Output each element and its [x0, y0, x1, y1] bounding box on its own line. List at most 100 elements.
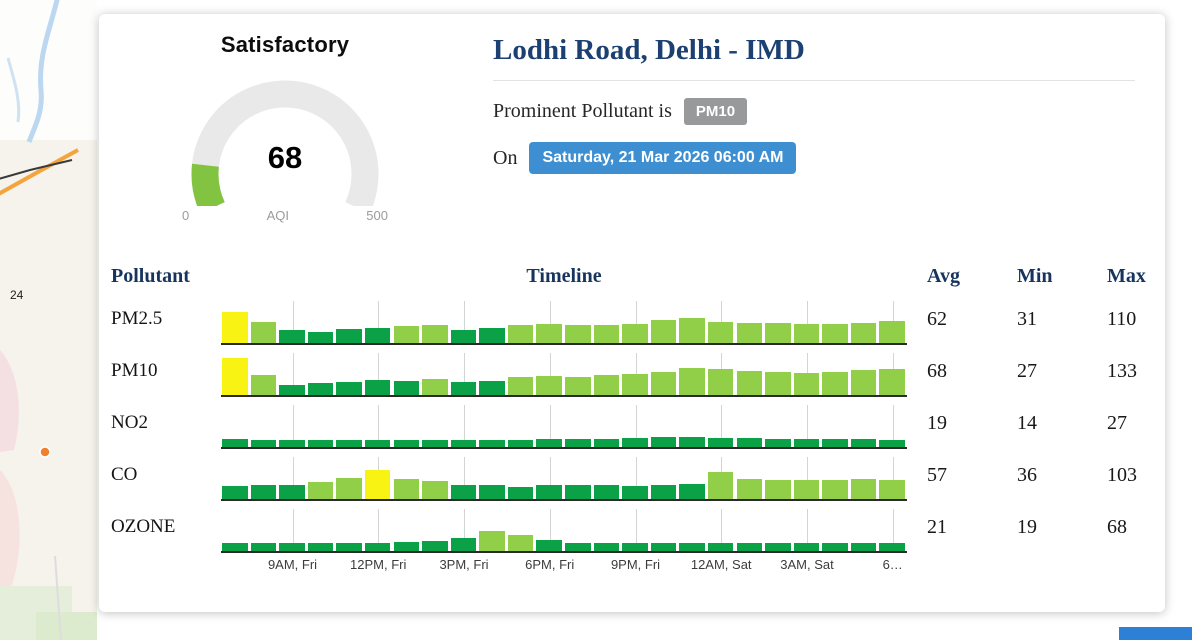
gridline: [807, 509, 808, 551]
bottom-right-blue-button-sliver[interactable]: [1119, 627, 1192, 640]
timeline-bar: [850, 479, 877, 499]
pollutant-row: CO 57 36 103: [111, 449, 1165, 501]
chart-baseline: [221, 343, 907, 345]
station-info-block: Lodhi Road, Delhi - IMD Prominent Pollut…: [493, 34, 1135, 223]
timeline-bar: [765, 542, 791, 551]
gridline: [292, 457, 294, 499]
timeline-bar: [765, 323, 791, 343]
timeline-bar: [593, 438, 620, 447]
timeline-bar: [279, 385, 305, 395]
header-pollutant: Pollutant: [111, 264, 190, 287]
timeline-bar: [650, 371, 677, 395]
timeline-bar: [850, 322, 877, 343]
gridline: [807, 301, 808, 343]
aqi-value: 68: [267, 140, 303, 175]
timeline-bar: [736, 322, 763, 343]
datetime-badge: Saturday, 21 Mar 2026 06:00 AM: [529, 142, 797, 174]
timeline-bar: [765, 479, 791, 499]
timeline-bar: [879, 543, 905, 551]
timeline-bar: [707, 471, 734, 499]
timeline-bar: [479, 440, 505, 447]
pollutant-row: OZONE 21 19 68: [111, 501, 1165, 553]
timeline-bar: [765, 438, 791, 447]
timeline-bar: [222, 358, 248, 395]
timeline-bar: [793, 543, 820, 551]
gridline: [635, 405, 637, 447]
aqi-station-card: Satisfactory 68 0 AQI 500 Lodhi Road, De…: [99, 14, 1165, 612]
gridline: [292, 405, 294, 447]
gridline: [892, 405, 894, 447]
timeline-bar: [336, 329, 362, 343]
timeline-bar: [822, 324, 848, 343]
timeline-bar: [707, 543, 734, 551]
timeline-bar: [536, 439, 562, 447]
timeline-bar: [222, 543, 248, 551]
axis-label: 12PM, Fri: [350, 557, 407, 572]
gridline: [464, 509, 465, 551]
axis-label: 6…: [882, 557, 903, 572]
timeline-bar: [650, 484, 677, 499]
timeline-bar: [250, 485, 277, 499]
min-value: 36: [1017, 463, 1037, 486]
chart-baseline: [221, 447, 907, 449]
timeline-bar: [679, 543, 705, 551]
max-value: 103: [1107, 463, 1137, 486]
aqi-gauge: 68: [175, 66, 395, 206]
aqi-gauge-block: Satisfactory 68 0 AQI 500: [135, 32, 435, 223]
timeline-bar: [507, 325, 534, 343]
gridline: [464, 301, 465, 343]
timeline-bar: [879, 480, 905, 499]
timeline-bar: [250, 543, 277, 551]
timeline-bar: [765, 372, 791, 395]
pollutant-name: PM2.5: [111, 308, 163, 329]
background-map[interactable]: 24: [0, 0, 97, 640]
timeline-bar: [593, 325, 620, 343]
prominent-pollutant-line: Prominent Pollutant is PM10: [493, 98, 1135, 125]
axis-label: 9AM, Fri: [267, 557, 318, 572]
gauge-min-label: 0: [182, 208, 190, 223]
timeline-bar: [364, 380, 391, 395]
pollutant-row: PM10 68 27 133: [111, 345, 1165, 397]
card-top-section: Satisfactory 68 0 AQI 500 Lodhi Road, De…: [99, 14, 1165, 223]
timeline-bar: [479, 485, 505, 499]
gridline: [721, 301, 723, 343]
timeline-bar: [507, 377, 534, 395]
timeline-bar: [307, 332, 334, 343]
timeline-bar: [707, 437, 734, 447]
gridline: [549, 301, 551, 343]
gridline: [549, 509, 551, 551]
chart-baseline: [221, 551, 907, 553]
timeline-bar: [736, 543, 763, 551]
timeline-bar: [736, 370, 763, 395]
timeline-bar: [507, 486, 534, 499]
timeline-chart-no2: [221, 405, 907, 449]
timeline-bar: [336, 542, 362, 551]
timeline-bar: [850, 439, 877, 447]
timeline-chart-co: [221, 457, 907, 501]
max-value: 27: [1107, 411, 1127, 434]
timeline-bar: [364, 469, 391, 499]
gridline: [549, 405, 551, 447]
timeline-bar: [850, 370, 877, 395]
timeline-bar: [279, 543, 305, 551]
timeline-bar: [736, 438, 763, 447]
timeline-axis: 9AM, Fri 12PM, Fri 3PM, Fri 6PM, Fri 9PM, Fr…: [221, 553, 907, 575]
gridline: [464, 457, 465, 499]
timeline-bar: [393, 478, 420, 499]
timeline-bar: [422, 324, 448, 343]
timeline-bar: [850, 543, 877, 551]
timeline-bar: [565, 324, 591, 343]
timeline-bar: [793, 480, 820, 499]
timeline-bar: [622, 543, 648, 551]
avg-value: 68: [927, 359, 947, 382]
timeline-bar: [593, 375, 620, 395]
pollutant-table-header: Pollutant Timeline Avg Min Max: [111, 259, 1165, 293]
gridline: [292, 353, 294, 395]
avg-value: 62: [927, 307, 947, 330]
axis-label: 3AM, Sat: [780, 557, 834, 572]
timeline-bar: [222, 439, 248, 447]
timeline-chart-pm10: [221, 353, 907, 397]
gridline: [378, 509, 380, 551]
timeline-bar: [307, 440, 334, 447]
timeline-bar: [793, 438, 820, 447]
